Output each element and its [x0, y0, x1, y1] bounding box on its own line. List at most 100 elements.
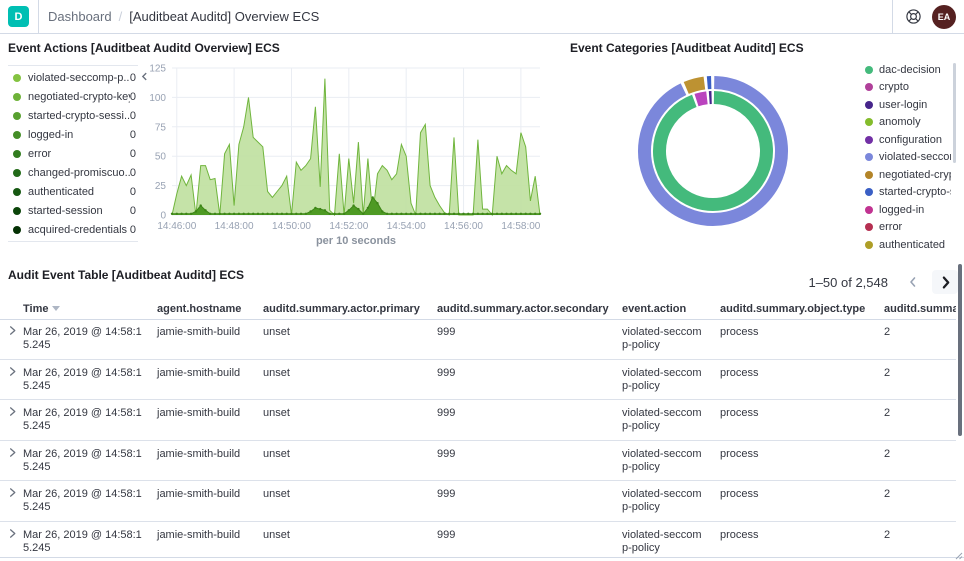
category-legend-item[interactable]: anomoly: [865, 114, 951, 132]
legend-label: dac-decision: [879, 63, 941, 76]
event-actions-legend: violated-seccomp-p... 0 negotiated-crypto-…: [8, 65, 138, 242]
legend-label: negotiated-crypto-key: [28, 90, 130, 103]
table-header-row: Time agent.hostname auditd.summary.actor.p…: [0, 298, 956, 320]
category-legend-item[interactable]: error: [865, 219, 951, 237]
column-header-time[interactable]: Time: [23, 303, 157, 315]
table-cell: violated-seccomp-policy: [622, 366, 702, 392]
category-legend-item[interactable]: user-login: [865, 96, 951, 114]
expand-row-button[interactable]: [6, 441, 23, 458]
column-header: auditd.summary.actor.primary: [263, 303, 437, 315]
table-cell: unset: [263, 447, 290, 460]
chevron-right-icon: [10, 366, 16, 376]
legend-label: violated-seccomp...: [879, 151, 951, 164]
event-actions-area-chart[interactable]: 0 25 50 75 100 125 14:46:00 14:48:00 14:50:00 14:…: [140, 61, 555, 249]
legend-swatch: [13, 92, 21, 101]
legend-swatch: [13, 206, 21, 215]
legend-label: started-crypto-se...: [879, 186, 951, 199]
table-cell: violated-seccomp-policy: [622, 528, 702, 554]
column-header: auditd.summary.object.type: [720, 303, 884, 315]
legend-item[interactable]: authenticated 0: [8, 182, 138, 201]
legend-item[interactable]: acquired-credentials 0: [8, 220, 138, 239]
column-header-label: auditd.summary.actor.secondary: [437, 302, 609, 315]
table-cell: violated-seccomp-policy: [622, 407, 702, 432]
category-legend-item[interactable]: configuration: [865, 131, 951, 149]
table-cell: jamie-smith-build: [157, 366, 241, 379]
table-cell: 2: [884, 447, 891, 460]
event-categories-legend: dac-decision crypto user-login anomoly confi…: [865, 61, 951, 254]
legend-item[interactable]: logged-in 0: [8, 125, 138, 144]
legend-swatch: [865, 205, 873, 214]
breadcrumb-dashboard[interactable]: Dashboard: [48, 9, 112, 24]
legend-label: acquired-credentials: [28, 223, 128, 236]
legend-swatch: [865, 135, 873, 144]
expand-row-button[interactable]: [6, 522, 23, 539]
column-header-label: auditd.summary.actor.primary: [263, 302, 420, 315]
dashboard-app-icon[interactable]: D: [8, 6, 29, 27]
event-categories-title: Event Categories [Auditbeat Auditd] ECS: [570, 41, 804, 55]
category-legend-item[interactable]: authenticated: [865, 236, 951, 254]
column-header: event.action: [622, 303, 720, 315]
legend-label: logged-in: [28, 128, 74, 141]
table-cell: jamie-smith-build: [157, 528, 241, 541]
table-cell: unset: [263, 488, 290, 500]
next-page-button[interactable]: [932, 270, 958, 294]
column-header-label: event.action: [622, 302, 687, 315]
table-cell: unset: [263, 528, 290, 541]
expand-row-button[interactable]: [6, 481, 23, 498]
svg-text:14:50:00: 14:50:00: [272, 221, 311, 232]
avatar-initials: EA: [937, 11, 951, 22]
svg-text:0: 0: [160, 211, 166, 222]
expand-row-button[interactable]: [6, 360, 23, 377]
table-cell: 2: [884, 528, 891, 541]
table-row: Mar 26, 2019 @ 14:58:15.245 jamie-smith-b…: [0, 522, 956, 561]
column-header: auditd.summary.actor.secondary: [437, 303, 622, 315]
prev-page-button[interactable]: [900, 270, 926, 294]
legend-swatch: [865, 240, 873, 249]
legend-label: error: [28, 147, 52, 160]
category-legend-item[interactable]: logged-in: [865, 201, 951, 219]
legend-label: changed-promiscuo...: [28, 166, 130, 179]
svg-text:14:52:00: 14:52:00: [329, 221, 368, 232]
category-legend-item[interactable]: violated-seccomp...: [865, 149, 951, 167]
legend-value: 0: [129, 185, 136, 198]
svg-text:75: 75: [155, 122, 167, 133]
legend-swatch: [13, 149, 21, 158]
chevron-right-icon: [10, 528, 16, 538]
legend-label: violated-seccomp-p...: [28, 71, 130, 84]
legend-collapse-icon[interactable]: [138, 67, 151, 86]
category-legend-item[interactable]: negotiated-crypto...: [865, 166, 951, 184]
user-avatar[interactable]: EA: [932, 4, 956, 29]
legend-item[interactable]: changed-promiscuo... 0: [8, 163, 138, 182]
table-scrollbar[interactable]: [958, 264, 962, 436]
table-cell: violated-seccomp-policy: [622, 488, 702, 513]
audit-event-table-panel: Audit Event Table [Auditbeat Auditd] ECS…: [0, 258, 964, 561]
legend-swatch: [865, 223, 873, 232]
legend-item[interactable]: started-crypto-sessi... 0: [8, 106, 138, 125]
event-categories-panel: Event Categories [Auditbeat Auditd] ECS …: [567, 33, 964, 258]
legend-item[interactable]: started-session 0: [8, 201, 138, 220]
table-cell: 999: [437, 528, 456, 541]
help-icon[interactable]: [905, 8, 922, 25]
legend-item[interactable]: error 0: [8, 144, 138, 163]
table-cell: 999: [437, 326, 456, 338]
table-cell: process: [720, 447, 759, 460]
legend-item[interactable]: violated-seccomp-p... 0: [8, 68, 138, 87]
table-cell: process: [720, 366, 759, 379]
table-cell: process: [720, 326, 759, 338]
legend-scrollbar[interactable]: [953, 63, 956, 163]
column-header-label: agent.hostname: [157, 302, 242, 315]
table-cell: Mar 26, 2019 @ 14:58:15.245: [23, 528, 142, 554]
app-icon-letter: D: [14, 10, 23, 23]
legend-label: authenticated: [28, 185, 95, 198]
category-legend-item[interactable]: dac-decision: [865, 61, 951, 79]
event-categories-donut[interactable]: [630, 68, 796, 234]
category-legend-item[interactable]: started-crypto-se...: [865, 184, 951, 202]
expand-row-button[interactable]: [6, 400, 23, 417]
legend-swatch: [865, 188, 873, 197]
column-header-label: Time: [23, 302, 49, 315]
expand-row-button[interactable]: [6, 319, 23, 336]
legend-item[interactable]: negotiated-crypto-key 0: [8, 87, 138, 106]
table-cell: 999: [437, 447, 456, 460]
category-legend-item[interactable]: crypto: [865, 79, 951, 97]
